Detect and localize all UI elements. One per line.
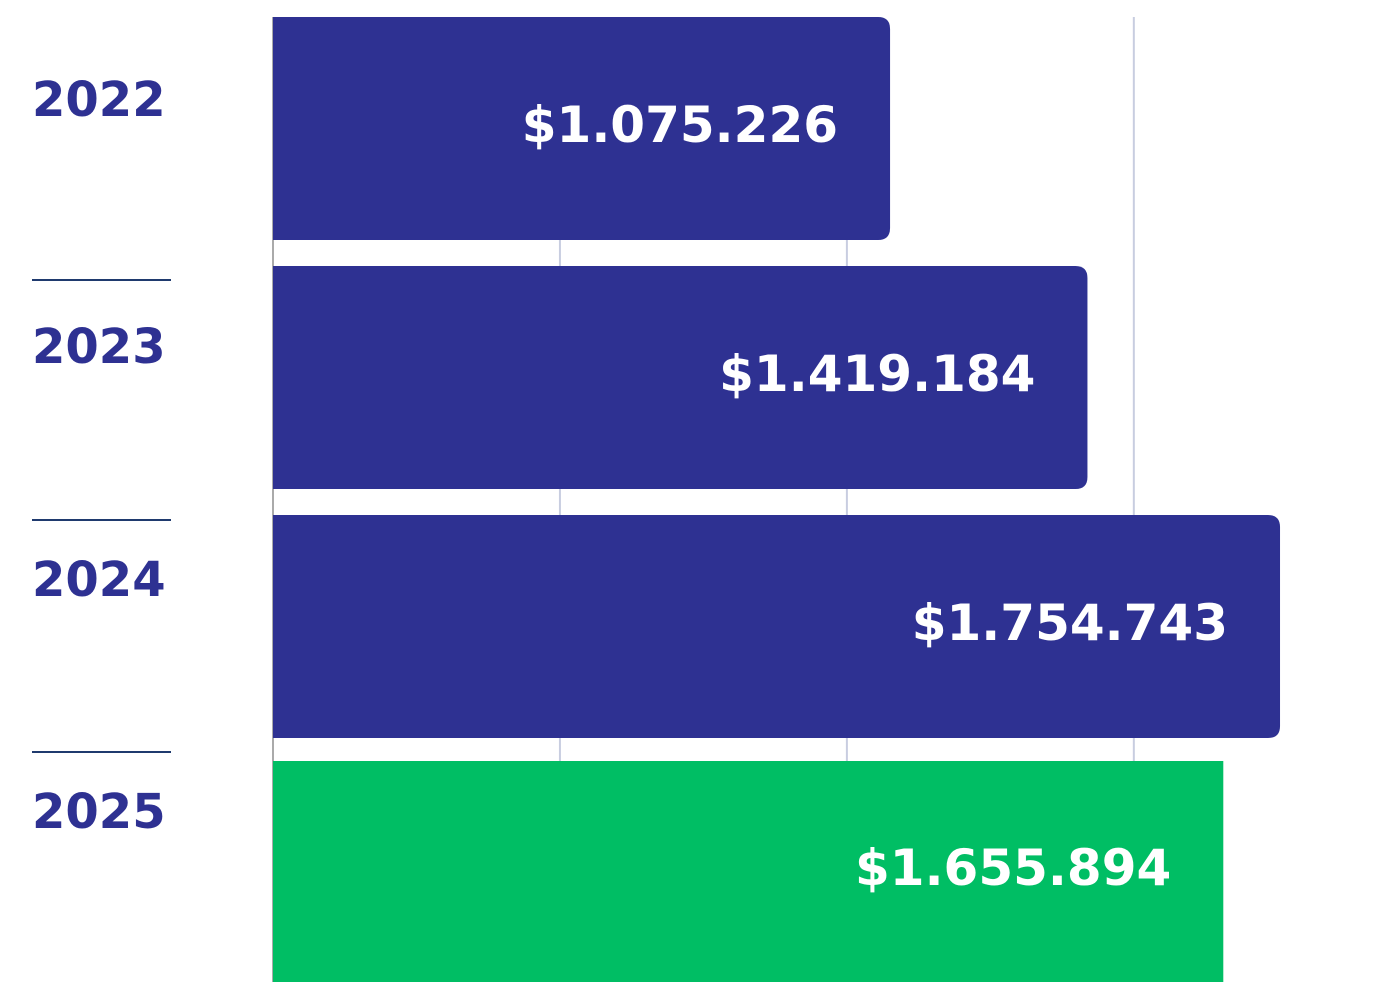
bar [273,761,1224,982]
bar [273,266,1088,489]
bar [273,17,891,240]
category-label: 2023 [32,319,166,375]
bar [273,515,1281,738]
value-label: $1.655.894 [855,839,1171,897]
value-label: $1.075.226 [522,96,838,154]
category-label: 2024 [32,552,166,608]
value-label: $1.754.743 [912,594,1228,652]
category-label: 2025 [32,784,166,840]
category-label: 2022 [32,72,166,128]
value-label: $1.419.184 [719,345,1035,403]
